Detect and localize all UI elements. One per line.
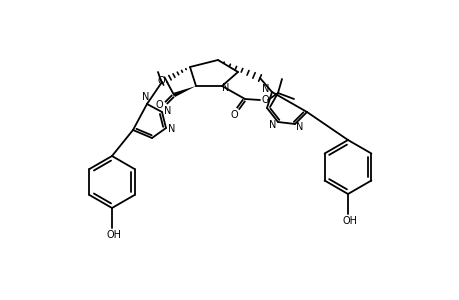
Text: N: N: [222, 83, 229, 93]
Text: N: N: [168, 124, 175, 134]
Text: N: N: [296, 122, 303, 132]
Text: O: O: [230, 110, 237, 120]
Text: N: N: [142, 92, 149, 102]
Text: N: N: [164, 106, 171, 116]
Text: OH: OH: [342, 216, 357, 226]
Text: O: O: [157, 76, 164, 86]
Text: N: N: [269, 120, 276, 130]
Text: OH: OH: [106, 230, 121, 240]
Polygon shape: [173, 86, 196, 97]
Text: O: O: [261, 95, 268, 105]
Text: O: O: [155, 100, 162, 110]
Text: N: N: [262, 84, 269, 94]
